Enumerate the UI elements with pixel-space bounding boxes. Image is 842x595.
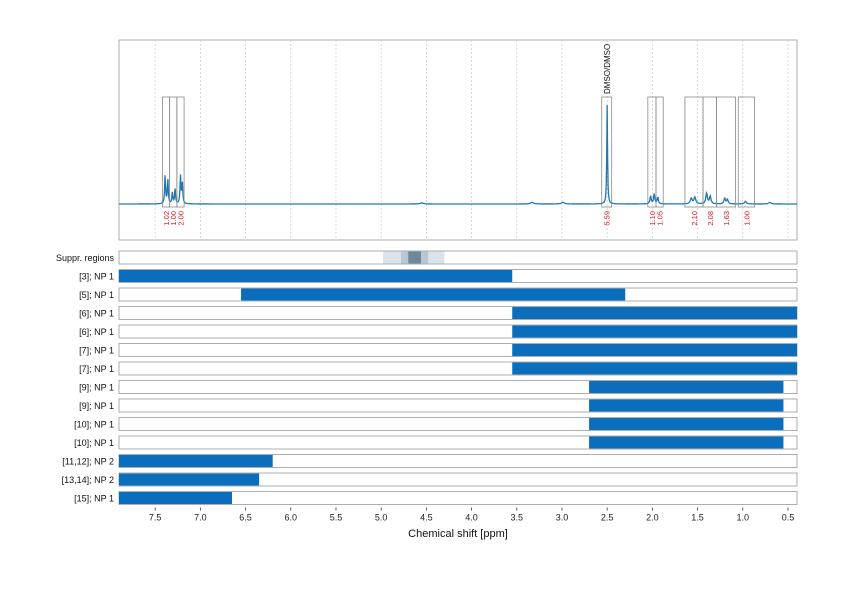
x-axis: 7.5 7.0 6.5 6.0 5.5 5.0 4.5 4.0 3.5 3.0 2.5 2.0 1.5 1… bbox=[149, 507, 795, 523]
range-row-label: [10]; NP 1 bbox=[74, 438, 114, 448]
x-tick-label: 7.0 bbox=[194, 513, 207, 523]
x-tick-label: 1.0 bbox=[737, 513, 750, 523]
x-tick-label: 1.5 bbox=[691, 513, 704, 523]
integration-region-box bbox=[601, 96, 613, 208]
range-row-label: [9]; NP 1 bbox=[79, 383, 114, 393]
integration-value: 2.08 bbox=[706, 211, 715, 226]
range-row-label: [7]; NP 1 bbox=[79, 346, 114, 356]
integration-value: 1.63 bbox=[722, 211, 731, 226]
x-tick-label: 6.0 bbox=[285, 513, 298, 523]
range-bar bbox=[241, 288, 626, 301]
x-tick-label: 3.0 bbox=[556, 513, 569, 523]
x-tick-label: 2.0 bbox=[646, 513, 659, 523]
range-rows: [3]; NP 1 [5]; NP 1 [6]; NP 1 [6]; NP 1 [7];… bbox=[62, 269, 798, 505]
range-bar bbox=[119, 455, 273, 467]
range-row-label: [6]; NP 1 bbox=[79, 327, 114, 337]
suppressed-regions-label: Suppr. regions bbox=[56, 253, 115, 263]
range-row-label: [11,12]; NP 2 bbox=[62, 457, 114, 467]
integration-value: 5.59 bbox=[603, 211, 612, 226]
peak-annotation-label: DMSO/DMSO bbox=[603, 44, 612, 94]
x-tick-label: 5.0 bbox=[375, 513, 388, 523]
suppressed-regions-track bbox=[118, 250, 798, 265]
range-row-label: [9]; NP 1 bbox=[79, 401, 114, 411]
range-bar bbox=[119, 492, 232, 504]
range-bar bbox=[119, 270, 513, 282]
integration-value: 1.00 bbox=[169, 211, 178, 226]
range-bar bbox=[589, 381, 784, 393]
integration-region-box bbox=[655, 96, 664, 208]
suppressed-region-band bbox=[408, 251, 421, 264]
spectrum-trace bbox=[119, 104, 797, 205]
spectrum-panel: 1.021.002.00 5.59 1.101.05 2.10 2.08 1.63 1.00… bbox=[118, 39, 798, 241]
range-bar bbox=[512, 307, 797, 319]
range-bar bbox=[512, 325, 797, 338]
x-tick-label: 3.5 bbox=[511, 513, 524, 523]
x-tick-label: 0.5 bbox=[782, 513, 795, 523]
range-row-label: [13,14]; NP 2 bbox=[62, 475, 114, 485]
range-bar bbox=[589, 418, 784, 430]
range-bar bbox=[589, 436, 784, 449]
x-axis-label: Chemical shift [ppm] bbox=[408, 528, 508, 540]
range-row-label: [15]; NP 1 bbox=[74, 494, 114, 504]
integration-region-box bbox=[716, 96, 736, 208]
x-tick-label: 4.5 bbox=[420, 513, 433, 523]
range-row-label: [6]; NP 1 bbox=[79, 309, 114, 319]
integration-value: 1.10 bbox=[648, 211, 657, 226]
integration-value: 1.00 bbox=[742, 211, 751, 226]
x-tick-label: 2.5 bbox=[601, 513, 614, 523]
range-bar bbox=[589, 399, 784, 412]
integration-value: 1.05 bbox=[656, 211, 665, 226]
integration-region-box bbox=[737, 96, 755, 208]
integration-value: 1.02 bbox=[162, 211, 171, 226]
x-tick-label: 7.5 bbox=[149, 513, 162, 523]
range-bar bbox=[512, 344, 797, 356]
range-row-label: [5]; NP 1 bbox=[79, 290, 114, 300]
spectrum-frame bbox=[118, 39, 798, 241]
range-row-label: [7]; NP 1 bbox=[79, 364, 114, 374]
integration-value: 2.00 bbox=[176, 211, 185, 226]
range-row-label: [10]; NP 1 bbox=[74, 420, 114, 430]
suppressed-regions-row: Suppr. regions bbox=[56, 250, 798, 265]
integration-region-box bbox=[176, 96, 185, 208]
range-row-label: [3]; NP 1 bbox=[79, 272, 114, 282]
x-tick-label: 5.5 bbox=[330, 513, 343, 523]
x-tick-label: 4.0 bbox=[465, 513, 478, 523]
range-bar bbox=[119, 473, 260, 486]
x-tick-label: 6.5 bbox=[239, 513, 252, 523]
integration-value: 2.10 bbox=[690, 211, 699, 226]
range-bar bbox=[512, 362, 797, 375]
